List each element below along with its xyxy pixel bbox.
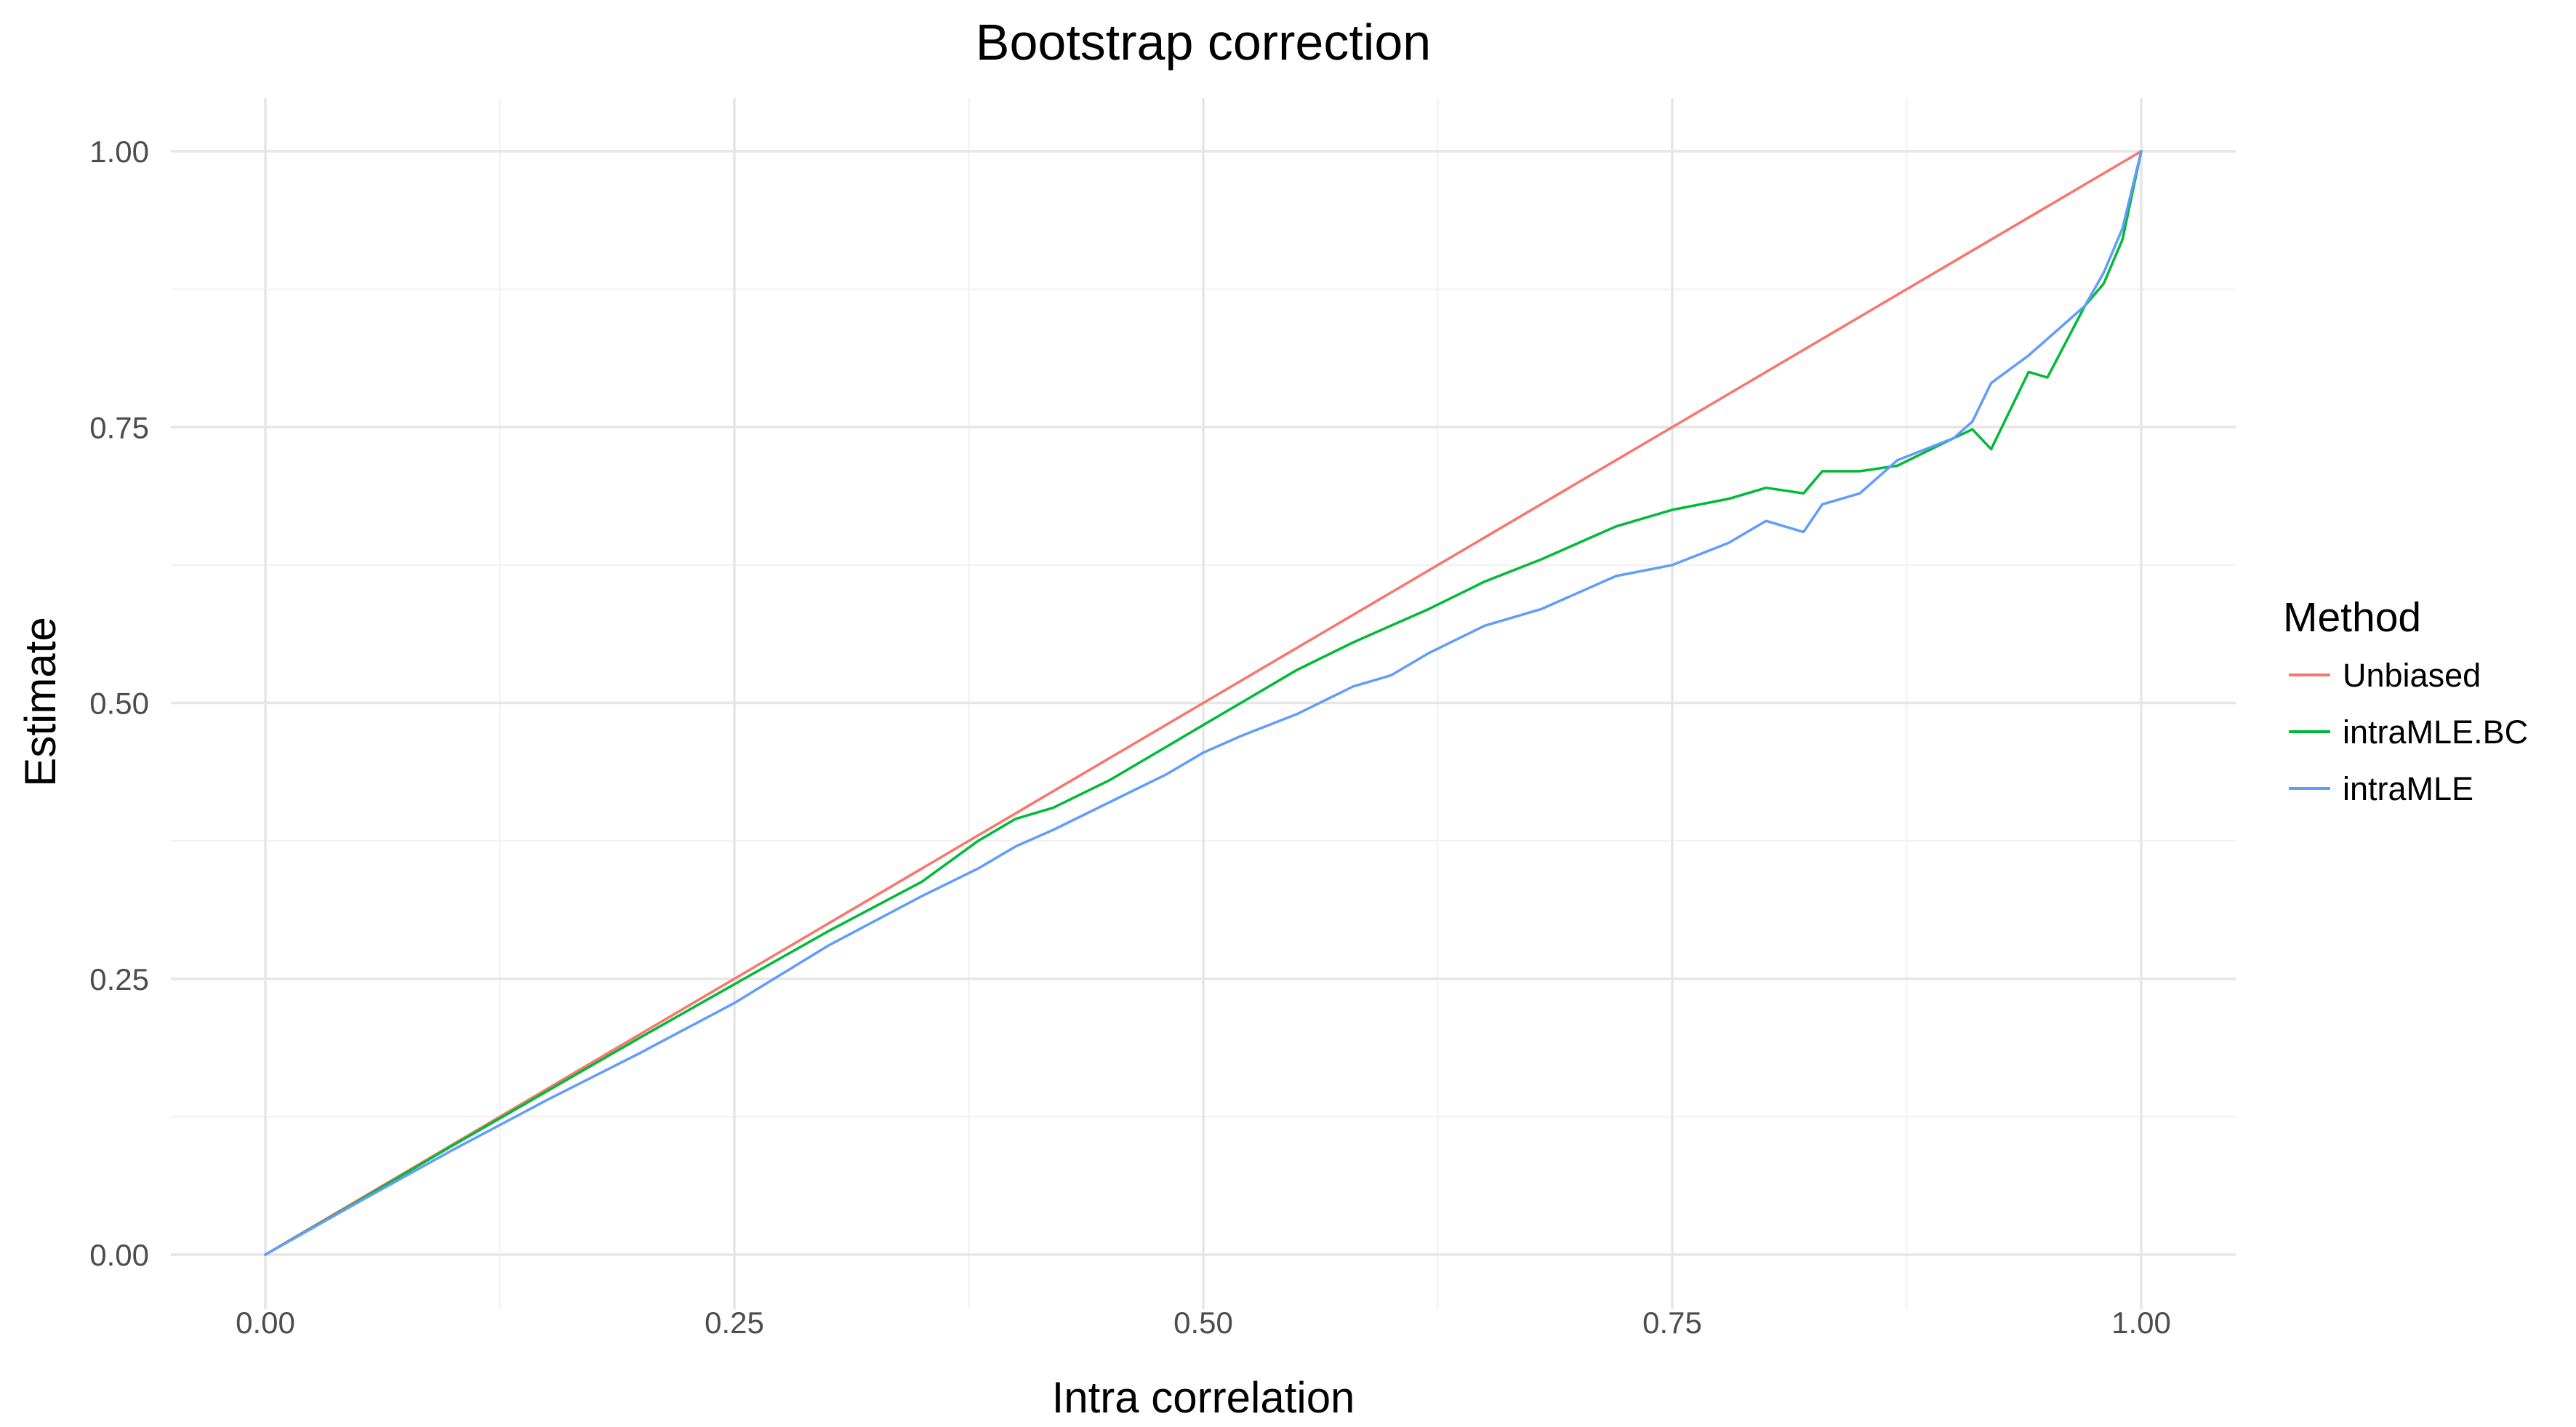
legend-label-intramle: intraMLE	[2343, 770, 2473, 807]
y-tick-label: 1.00	[89, 135, 149, 169]
x-tick-label: 1.00	[2111, 1306, 2171, 1340]
legend-title: Method	[2283, 594, 2421, 641]
x-axis-title: Intra correlation	[1052, 1373, 1355, 1422]
x-tick-label: 0.25	[705, 1306, 764, 1340]
series-line-intramle	[264, 150, 2143, 1256]
legend: Method Unbiased intraMLE.BC intraMLE	[2283, 594, 2528, 807]
y-tick-label: 0.50	[89, 687, 149, 721]
series-line-unbiased	[264, 150, 2143, 1256]
y-axis-title: Estimate	[16, 617, 65, 786]
y-tick-label: 0.75	[89, 410, 149, 444]
series-line-intramle-bc	[264, 150, 2143, 1256]
y-tick-label: 0.00	[89, 1238, 149, 1272]
series-lines	[264, 150, 2143, 1256]
x-tick-label: 0.75	[1642, 1306, 1702, 1340]
legend-label-intramle-bc: intraMLE.BC	[2343, 714, 2528, 751]
legend-label-unbiased: Unbiased	[2343, 657, 2481, 694]
y-tick-label: 0.25	[89, 962, 149, 996]
legend-items: Unbiased intraMLE.BC intraMLE	[2289, 657, 2528, 807]
x-tick-label: 0.00	[236, 1306, 295, 1340]
chart-title: Bootstrap correction	[976, 14, 1431, 71]
tick-labels: 0.00 0.25 0.50 0.75 1.00 0.00 0.25 0.50 0.75 1.00	[89, 135, 2171, 1340]
x-tick-label: 0.50	[1173, 1306, 1233, 1340]
